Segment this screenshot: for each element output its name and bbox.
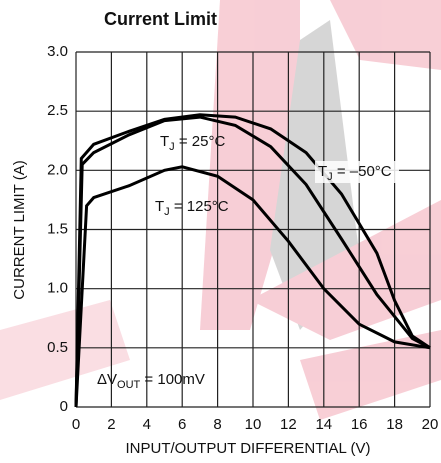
curve: [74, 113, 431, 408]
x-tick-label: 4: [143, 416, 151, 433]
label-background: [315, 161, 399, 183]
annotation-text: ΔV: [97, 371, 117, 388]
annotation: TJ = –50°C: [318, 163, 392, 183]
x-tick-label: 8: [213, 416, 221, 433]
x-tick-label: 14: [315, 416, 332, 433]
x-axis-label: INPUT/OUTPUT DIFFERENTIAL (V): [125, 440, 370, 457]
annotation-rest: = 25°C: [175, 133, 226, 150]
annotation: ΔVOUT = 100mV: [97, 371, 205, 391]
annotation-text: T: [160, 133, 169, 150]
x-tick-label: 6: [178, 416, 186, 433]
x-tick-label: 20: [422, 416, 439, 433]
annotation-sub: J: [327, 171, 333, 183]
y-tick-label: 0: [60, 398, 68, 415]
annotation-rest: = 125°C: [170, 198, 229, 215]
curve: [74, 165, 431, 408]
x-tick-label: 10: [245, 416, 262, 433]
annotation-sub: OUT: [117, 379, 141, 391]
annotation-rest: = –50°C: [333, 163, 392, 180]
annotation-text: T: [155, 198, 164, 215]
annotation: TJ = 125°C: [155, 198, 229, 218]
x-tick-label: 16: [351, 416, 368, 433]
y-tick-label: 3.0: [47, 43, 68, 60]
chart-title: Current Limit: [104, 9, 217, 29]
annotation-sub: J: [164, 206, 170, 218]
annotation-rest: = 100mV: [140, 371, 205, 388]
y-tick-label: 0.5: [47, 339, 68, 356]
y-axis-label: CURRENT LIMIT (A): [11, 160, 28, 299]
annotation-text: T: [318, 163, 327, 180]
curve: [74, 115, 431, 408]
y-tick-label: 2.5: [47, 102, 68, 119]
annotation-sub: J: [169, 141, 175, 153]
annotation: TJ = 25°C: [160, 133, 225, 153]
x-tick-label: 12: [280, 416, 297, 433]
y-tick-label: 2.0: [47, 161, 68, 178]
y-tick-label: 1.5: [47, 220, 68, 237]
x-tick-label: 18: [386, 416, 403, 433]
x-tick-label: 0: [72, 416, 80, 433]
x-tick-label: 2: [107, 416, 115, 433]
y-tick-label: 1.0: [47, 280, 68, 297]
